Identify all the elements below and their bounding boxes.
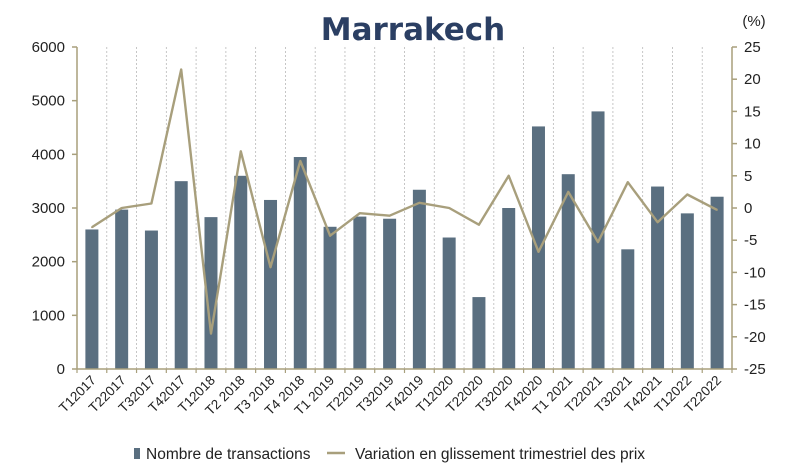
right-tick-label: 10 (744, 136, 761, 153)
legend: Nombre de transactions Variation en gliss… (134, 446, 645, 463)
left-tick-label: 1000 (32, 307, 65, 324)
left-tick-label: 0 (57, 361, 65, 378)
line-point (180, 68, 183, 71)
bar (174, 181, 188, 369)
bar (234, 175, 248, 369)
bar (472, 297, 486, 369)
line-point (269, 266, 272, 269)
bar (531, 126, 545, 369)
line-point (91, 226, 93, 229)
right-tick-label: -15 (744, 297, 766, 314)
left-tick-label: 4000 (32, 146, 65, 163)
left-tick-label: 2000 (32, 254, 65, 271)
line-point (478, 223, 480, 226)
bar (561, 174, 575, 369)
right-tick-label: 20 (744, 71, 761, 88)
line-point (597, 241, 599, 243)
line-point (537, 250, 540, 253)
right-tick-label: 25 (744, 39, 761, 56)
bar (353, 216, 367, 369)
bar (680, 213, 694, 369)
right-tick-label: -10 (744, 264, 766, 281)
line-point (150, 202, 153, 205)
legend-line-label: Variation en glissement trimestriel des … (355, 446, 645, 463)
right-axis-unit: (%) (742, 13, 765, 30)
right-tick-label: -20 (744, 329, 766, 346)
line-point (507, 175, 510, 177)
bar (710, 196, 724, 369)
bar (144, 230, 158, 369)
bar (621, 249, 635, 369)
bar (651, 186, 665, 369)
bar (502, 208, 516, 369)
line-point (239, 150, 242, 153)
line-point (418, 202, 421, 204)
line-point (626, 181, 629, 184)
bar (85, 229, 99, 369)
bar (442, 237, 456, 369)
price-variation-line (91, 68, 718, 335)
right-tick-label: 0 (744, 200, 752, 217)
right-tick-label: -25 (744, 361, 766, 378)
right-tick-label: 5 (744, 168, 752, 185)
left-tick-label: 6000 (32, 39, 65, 56)
right-tick-label: -5 (744, 232, 757, 249)
line-point (716, 209, 718, 211)
bar (293, 157, 307, 369)
line-point (686, 193, 689, 196)
left-tick-label: 3000 (32, 200, 65, 217)
line-point (567, 191, 570, 193)
line-series (91, 68, 718, 335)
line-point (299, 160, 302, 162)
bars (85, 111, 724, 370)
bar (204, 217, 218, 369)
line-point (448, 207, 450, 209)
line-point (388, 214, 391, 217)
right-tick-label: 15 (744, 103, 761, 120)
bar (412, 189, 426, 369)
grid (106, 47, 703, 369)
legend-bar-label: Nombre de transactions (146, 446, 311, 463)
chart-title: Marrakech (321, 12, 506, 48)
left-tick-label: 5000 (32, 93, 65, 110)
bar (115, 209, 129, 369)
legend-bar-swatch (134, 448, 140, 459)
line-point (120, 207, 123, 209)
line-point (210, 332, 212, 335)
bar (383, 218, 397, 369)
bar (264, 199, 278, 369)
line-point (656, 221, 659, 223)
line-point (329, 234, 331, 237)
bar (323, 226, 337, 369)
line-point (359, 212, 361, 214)
